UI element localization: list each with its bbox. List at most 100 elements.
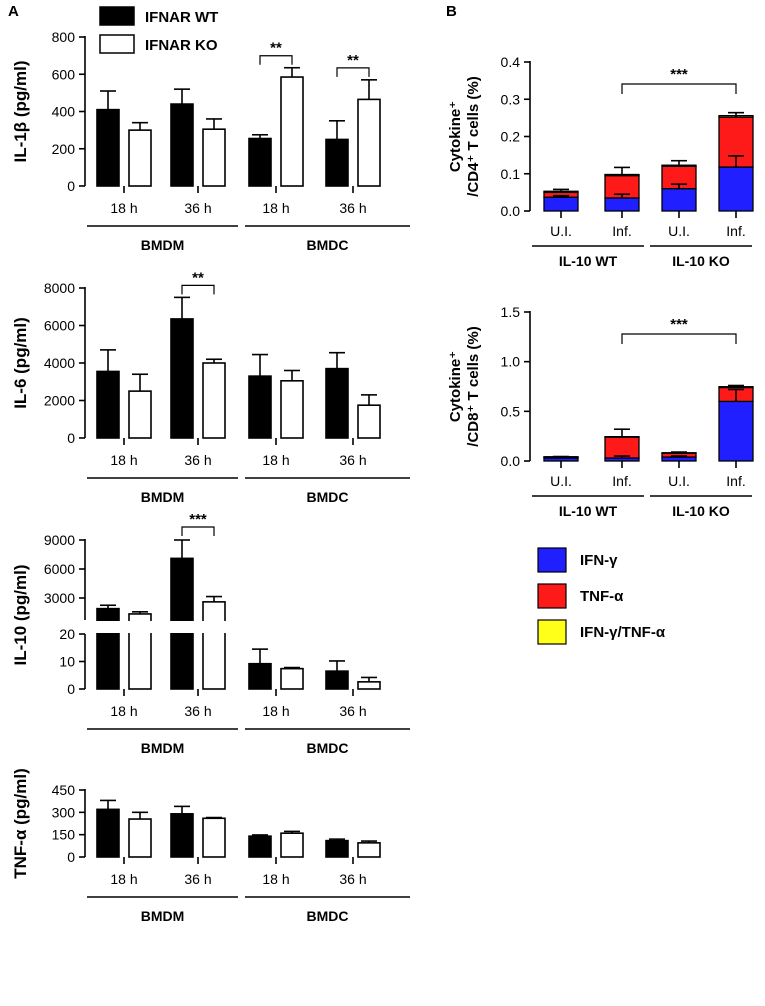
significance-bracket (621, 333, 737, 344)
bar-wt (325, 839, 349, 858)
y-tick-label: 0 (67, 178, 75, 194)
y-tick-label: 3000 (44, 590, 75, 606)
bar-ko (357, 842, 381, 858)
y-axis-label-main: Cytokine⁺ (447, 101, 464, 172)
x-tick-label: 18 h (110, 871, 137, 887)
y-tick-label: 20 (59, 626, 75, 642)
axis-break (83, 621, 383, 633)
legend-both-swatch (537, 619, 567, 645)
legend-b: IFN-γ TNF-α IFN-γ/TNF-α (537, 547, 666, 645)
y-tick-label: 200 (52, 141, 76, 157)
group-label: IL-10 KO (672, 503, 730, 519)
bar-wt (96, 370, 120, 439)
y-tick-label: 8000 (44, 280, 75, 296)
x-tick-label: 18 h (110, 200, 137, 216)
y-tick-label: 6000 (44, 318, 75, 334)
x-tick-label: U.I. (550, 223, 572, 239)
y-tick-label: 0.4 (501, 54, 521, 70)
bar-ko (202, 362, 226, 439)
legend-a: IFNAR WT IFNAR KO (99, 6, 218, 54)
group-label: BMDM (141, 740, 185, 756)
significance-bracket (621, 83, 737, 94)
panel-label-b: B (446, 3, 457, 20)
bar-ko (128, 390, 152, 439)
y-axis-label-sub: /CD8⁺ T cells (%) (465, 326, 482, 446)
x-tick-label: 36 h (184, 200, 211, 216)
x-tick-label: 18 h (262, 703, 289, 719)
bar-segment-tnfa (604, 436, 640, 459)
significance-bracket (336, 67, 370, 77)
bar-segment-ifng (604, 197, 640, 212)
legend-ifng-swatch (537, 547, 567, 573)
y-tick-label: 0 (67, 849, 75, 865)
significance-label: *** (189, 511, 207, 528)
y-tick-label: 0.0 (501, 453, 521, 469)
x-tick-label: 36 h (339, 452, 366, 468)
x-tick-label: U.I. (550, 473, 572, 489)
legend-both-label: IFN-γ/TNF-α (580, 624, 666, 641)
x-tick-label: 18 h (262, 200, 289, 216)
significance-label: ** (192, 269, 204, 286)
y-axis-label: IL-1β (pg/ml) (11, 61, 30, 163)
bar-wt (170, 103, 194, 187)
bar-ko (357, 681, 381, 690)
bar-ko (357, 404, 381, 439)
legend-ifng-label: IFN-γ (580, 552, 618, 569)
y-axis-label: IL-10 (pg/ml) (11, 564, 30, 665)
bar-ko (202, 817, 226, 858)
bar-segment-ifng (718, 400, 754, 462)
bar-ko (280, 76, 304, 187)
significance-label: *** (670, 316, 688, 333)
x-tick-label: U.I. (668, 223, 690, 239)
y-tick-label: 0.0 (501, 203, 521, 219)
x-tick-label: Inf. (612, 473, 631, 489)
bar-ko (128, 818, 152, 858)
panel-label-a: A (8, 3, 19, 20)
y-axis-label-sub: /CD4⁺ T cells (%) (465, 76, 482, 196)
x-tick-label: 36 h (339, 703, 366, 719)
legend-wt-label: IFNAR WT (145, 9, 218, 26)
significance-label: *** (670, 66, 688, 83)
x-tick-label: 36 h (339, 200, 366, 216)
chart-tnfa: 0 150 300 450 18 h 36 h 18 h 36 h BMDM BMDC TNF-α … (11, 768, 410, 924)
y-tick-label: 0.5 (501, 403, 521, 419)
bar-wt (325, 367, 349, 439)
y-tick-label: 0.1 (501, 166, 521, 182)
chart-il1b: 0 200 400 600 800 18 h 36 h 18 h 36 h BMDM BMDC IL-… (11, 29, 410, 253)
bar-wt (248, 835, 272, 858)
group-label: BMDC (307, 908, 349, 924)
y-tick-label: 6000 (44, 561, 75, 577)
group-label: IL-10 WT (559, 503, 618, 519)
y-tick-label: 800 (52, 29, 76, 45)
legend-tnfa-swatch (537, 583, 567, 609)
bar-ko (280, 667, 304, 690)
x-tick-label: 36 h (339, 871, 366, 887)
bar-wt (248, 662, 272, 690)
chart-cd4: 0.0 0.1 0.2 0.3 0.4 U.I. Inf. U.I. Inf. IL-10 WT I… (447, 54, 754, 269)
x-tick-label: 18 h (262, 871, 289, 887)
chart-il10: 0 10 20 3000 6000 9000 18 h 36 h 18 h 36 h BMDM BMD… (11, 511, 410, 756)
bar-segment-ifng (543, 196, 579, 212)
y-tick-label: 1.5 (501, 304, 521, 320)
significance-bracket (181, 284, 215, 295)
y-tick-label: 4000 (44, 355, 75, 371)
chart-cd8: 0.0 0.5 1.0 1.5 U.I. Inf. U.I. Inf. IL-10 WT IL-1… (447, 304, 754, 519)
group-label: IL-10 KO (672, 253, 730, 269)
bar-wt (96, 607, 120, 690)
significance-label: ** (270, 40, 282, 57)
y-tick-label: 10 (59, 654, 75, 670)
y-tick-label: 600 (52, 66, 76, 82)
x-tick-label: U.I. (668, 473, 690, 489)
x-tick-label: Inf. (726, 473, 745, 489)
y-axis-label: IL-6 (pg/ml) (11, 317, 30, 409)
bar-segment-ifng (661, 187, 697, 212)
x-tick-label: Inf. (612, 223, 631, 239)
x-tick-label: 18 h (262, 452, 289, 468)
chart-il6: 0 2000 4000 6000 8000 18 h 36 h 18 h 36 h BMDM BMD… (11, 269, 410, 505)
bar-wt (170, 813, 194, 858)
bar-wt (96, 808, 120, 858)
x-tick-label: 36 h (184, 703, 211, 719)
x-tick-label: 36 h (184, 871, 211, 887)
y-tick-label: 0.3 (501, 91, 521, 107)
